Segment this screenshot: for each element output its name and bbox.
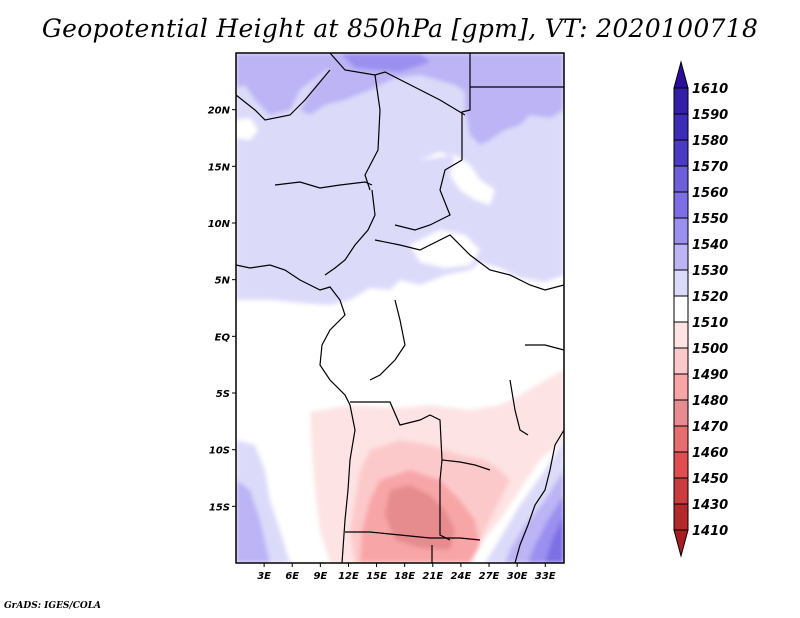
colorbar-label: 1590 <box>692 108 728 123</box>
border-nigeria-north <box>274 181 373 189</box>
colorbar-box-9 <box>673 321 689 349</box>
colorbar-label: 1540 <box>692 238 728 253</box>
colorbar-label: 1500 <box>692 342 728 357</box>
colorbar-box-0 <box>673 87 689 115</box>
colorbar-label: 1470 <box>692 420 728 435</box>
y-tick-label: EQ <box>215 332 231 343</box>
x-tick-label: 21E <box>422 571 443 582</box>
colorbar-label: 1460 <box>692 446 728 461</box>
colorbar-box-14 <box>673 451 689 479</box>
colorbar-label: 1510 <box>692 316 728 331</box>
colorbar-label: 1570 <box>692 160 728 175</box>
field-1510-equatorial <box>236 290 564 563</box>
border-uganda <box>525 344 564 351</box>
x-tick-label: 27E <box>479 571 500 582</box>
colorbar-box-11 <box>673 373 689 401</box>
field-1530-band-ne <box>465 53 564 145</box>
border-niger-libya <box>329 53 466 116</box>
y-axis: 20N 15N 10N 5N EQ 5S 10S 15S <box>208 106 236 513</box>
border-niger-chad <box>364 74 381 191</box>
colorbar-box-13 <box>673 425 689 453</box>
border-nigeria-east <box>324 189 376 276</box>
map-frame <box>235 52 565 564</box>
y-tick-label: 5N <box>215 276 231 287</box>
colorbar-box-4 <box>673 191 689 219</box>
y-tick-label: 15S <box>209 502 230 513</box>
border-algeria-niger <box>236 69 331 121</box>
colorbar-box-8 <box>673 295 689 323</box>
field-1530-band-n <box>300 53 470 115</box>
colorbar-box-10 <box>673 347 689 375</box>
field-1530-band-nw <box>236 53 340 115</box>
x-tick-label: 3E <box>257 571 271 582</box>
colorbar-box-3 <box>673 165 689 193</box>
grads-credit: GrADS: IGES/COLA <box>4 601 102 611</box>
field-1510-patch-chad <box>420 152 495 205</box>
colorbar-label: 1450 <box>692 472 728 487</box>
border-car <box>374 234 564 291</box>
colorbar-label: 1430 <box>692 498 728 513</box>
colorbar-box-16 <box>673 503 689 531</box>
x-tick-label: 6E <box>285 571 299 582</box>
x-tick-label: 30E <box>507 571 528 582</box>
x-tick-label: 33E <box>535 571 556 582</box>
map-field-layer <box>236 53 564 563</box>
border-lake-tanganyika <box>509 379 529 436</box>
x-tick-label: 9E <box>313 571 327 582</box>
border-libya-egypt <box>461 53 471 160</box>
colorbar-box-2 <box>673 139 689 167</box>
field-1530-south-atlantic <box>236 480 270 563</box>
colorbar: 1610 1590 1580 1570 1560 1550 1540 1530 1520 1510… <box>673 60 728 558</box>
border-congo-drc <box>369 299 406 381</box>
boundaries <box>236 53 564 563</box>
colorbar-label: 1560 <box>692 186 728 201</box>
y-tick-label: 15N <box>208 162 231 173</box>
field-1510-patch-west <box>236 118 258 140</box>
field-1550-southeast <box>545 515 564 563</box>
field-1510-patch-car <box>410 230 480 268</box>
y-tick-label: 5S <box>216 389 230 400</box>
x-axis: 3E 6E 9E 12E 15E 18E 21E 24E 27E 30E 33E <box>257 563 556 582</box>
colorbar-label: 1520 <box>692 290 728 305</box>
colorbar-extend-max <box>673 60 689 89</box>
colorbar-box-1 <box>673 113 689 141</box>
border-angola-north <box>350 401 491 471</box>
colorbar-label: 1490 <box>692 368 728 383</box>
colorbar-label: 1530 <box>692 264 728 279</box>
colorbar-extend-min <box>673 529 689 558</box>
x-tick-label: 18E <box>394 571 415 582</box>
x-tick-label: 15E <box>366 571 387 582</box>
x-tick-label: 12E <box>338 571 359 582</box>
colorbar-label: 1480 <box>692 394 728 409</box>
colorbar-box-5 <box>673 217 689 245</box>
colorbar-label: 1550 <box>692 212 728 227</box>
colorbar-label: 1580 <box>692 134 728 149</box>
colorbar-label: 1410 <box>692 524 728 539</box>
y-tick-label: 10N <box>208 219 231 230</box>
colorbar-box-6 <box>673 243 689 271</box>
colorbar-box-12 <box>673 399 689 427</box>
coastline-west-africa <box>236 264 356 563</box>
colorbar-box-7 <box>673 269 689 297</box>
chart-title: Geopotential Height at 850hPa [gpm], VT:… <box>41 14 759 43</box>
x-tick-label: 24E <box>451 571 472 582</box>
y-tick-label: 20N <box>208 106 231 117</box>
coastline-east-africa <box>514 429 564 563</box>
field-1470-core <box>385 485 455 550</box>
field-1540-north <box>340 53 430 72</box>
colorbar-label: 1610 <box>692 82 728 97</box>
border-chad-sudan <box>394 159 463 231</box>
colorbar-box-15 <box>673 477 689 505</box>
y-tick-label: 10S <box>209 446 230 457</box>
border-namibia-north <box>345 531 481 541</box>
